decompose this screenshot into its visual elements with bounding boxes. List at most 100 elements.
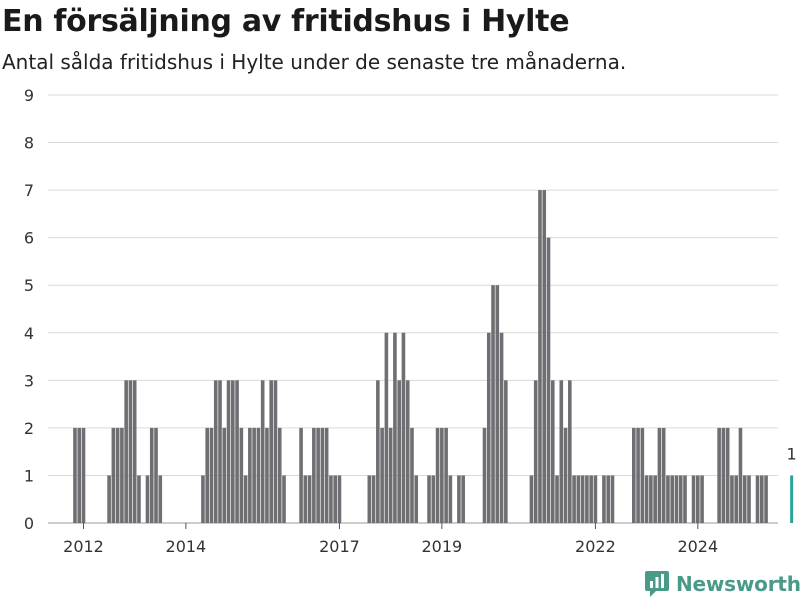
bar xyxy=(201,475,205,523)
bar xyxy=(674,475,679,523)
x-tick-label: 2014 xyxy=(166,537,207,556)
bar xyxy=(670,475,675,523)
bar xyxy=(205,427,210,523)
bar xyxy=(585,475,589,523)
bar xyxy=(482,427,487,523)
bar xyxy=(209,427,214,523)
y-tick-label: 6 xyxy=(24,229,34,248)
bar xyxy=(265,427,269,523)
bar xyxy=(495,285,500,523)
bar xyxy=(691,475,696,523)
bar xyxy=(145,475,150,523)
bar xyxy=(610,475,615,523)
bar xyxy=(269,380,274,523)
bar xyxy=(273,380,278,523)
bar-latest xyxy=(790,475,794,523)
bar xyxy=(77,427,82,523)
bar xyxy=(235,380,239,523)
bar xyxy=(222,427,227,523)
bar xyxy=(329,475,333,523)
bar xyxy=(444,427,448,523)
bar xyxy=(461,475,465,523)
bar xyxy=(252,427,256,523)
bar xyxy=(431,475,436,523)
y-tick-label: 8 xyxy=(24,134,34,153)
bar xyxy=(213,380,218,523)
x-tick-label: 2019 xyxy=(421,537,462,556)
y-tick-label: 9 xyxy=(24,86,34,105)
bar xyxy=(649,475,653,523)
bar xyxy=(734,475,738,523)
bar xyxy=(721,427,726,523)
bar xyxy=(371,475,376,523)
latest-value-label: 1 xyxy=(787,444,797,463)
bar xyxy=(393,332,397,523)
x-tick-label: 2024 xyxy=(677,537,718,556)
bar xyxy=(440,427,444,523)
bar xyxy=(231,380,235,523)
bar xyxy=(606,475,611,523)
bar xyxy=(636,427,640,523)
bar xyxy=(666,475,670,523)
bar xyxy=(376,380,380,523)
bar xyxy=(256,427,261,523)
bar xyxy=(683,475,687,523)
bar xyxy=(401,332,406,523)
bar xyxy=(457,475,461,523)
bar xyxy=(132,380,137,523)
bar xyxy=(243,475,248,523)
bar xyxy=(158,475,163,523)
bar xyxy=(550,380,555,523)
bar xyxy=(568,380,572,523)
bar xyxy=(427,475,431,523)
bar xyxy=(555,475,559,523)
y-tick-label: 5 xyxy=(24,276,34,295)
bar xyxy=(316,427,320,523)
bar xyxy=(282,475,286,523)
bar xyxy=(533,380,538,523)
bar xyxy=(367,475,372,523)
bar xyxy=(717,427,721,523)
bar xyxy=(380,427,384,523)
x-tick-label: 2017 xyxy=(319,537,360,556)
chart-title: En försäljning av fritidshus i Hylte xyxy=(2,4,570,39)
bar xyxy=(435,427,440,523)
bar xyxy=(320,427,325,523)
bar xyxy=(260,380,265,523)
bar xyxy=(299,427,303,523)
bar xyxy=(504,380,508,523)
bar xyxy=(448,475,453,523)
bar xyxy=(542,190,547,523)
bar xyxy=(115,427,120,523)
bar xyxy=(589,475,593,523)
bar xyxy=(755,475,760,523)
y-tick-label: 7 xyxy=(24,181,34,200)
bar xyxy=(333,475,337,523)
bar xyxy=(563,427,568,523)
bar xyxy=(397,380,401,523)
bar xyxy=(73,427,77,523)
bar xyxy=(410,427,414,523)
chart-subtitle: Antal sålda fritidshus i Hylte under de … xyxy=(2,50,627,74)
y-tick-label: 1 xyxy=(24,466,34,485)
y-tick-label: 0 xyxy=(24,514,34,533)
bar xyxy=(128,380,133,523)
bar xyxy=(602,475,606,523)
bar xyxy=(529,475,534,523)
bar xyxy=(640,427,645,523)
bar xyxy=(644,475,649,523)
bar xyxy=(700,475,704,523)
bar xyxy=(307,475,312,523)
x-tick-label: 2022 xyxy=(575,537,616,556)
bar xyxy=(764,475,768,523)
bar xyxy=(632,427,636,523)
bar xyxy=(661,427,666,523)
bar xyxy=(759,475,764,523)
bar xyxy=(312,427,316,523)
bar xyxy=(388,427,393,523)
bar xyxy=(738,427,743,523)
bar xyxy=(107,475,111,523)
bar xyxy=(324,427,329,523)
bar xyxy=(277,427,282,523)
bar xyxy=(559,380,564,523)
